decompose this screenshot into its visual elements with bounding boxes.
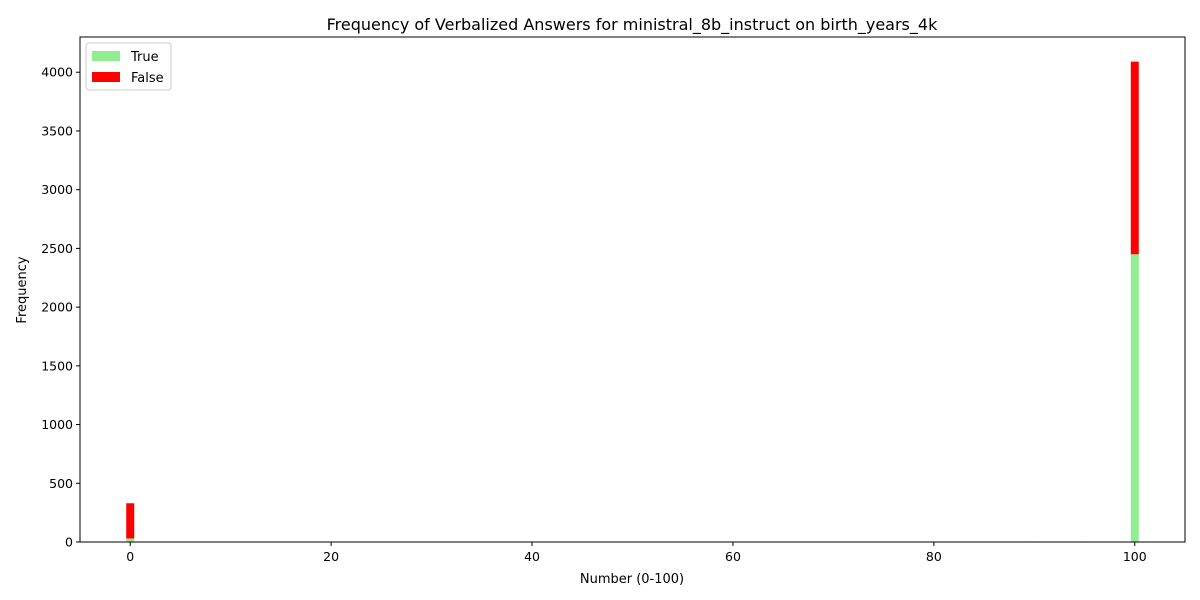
x-tick-label: 0 [126, 549, 134, 564]
legend-swatch-false [92, 72, 120, 82]
y-tick-label: 4000 [41, 65, 73, 80]
legend-label-false: False [131, 71, 164, 86]
y-tick-label: 0 [65, 535, 73, 550]
legend: True False [85, 42, 172, 91]
y-axis: 0 500 1000 1500 2000 2500 3000 3500 4000 [41, 65, 80, 550]
bar-true-100 [1130, 254, 1139, 542]
x-tick-label: 60 [725, 549, 741, 564]
y-tick-label: 2500 [41, 241, 73, 256]
chart-title: Frequency of Verbalized Answers for mini… [327, 15, 938, 35]
y-tick-label: 1000 [41, 417, 73, 432]
x-tick-label: 80 [926, 549, 942, 564]
y-axis-label: Frequency [15, 256, 30, 323]
y-tick-label: 3500 [41, 123, 73, 138]
y-tick-label: 1500 [41, 358, 73, 373]
x-tick-label: 40 [524, 549, 540, 564]
y-tick-label: 3000 [41, 182, 73, 197]
y-tick-label: 2000 [41, 300, 73, 315]
bar-false-100 [1130, 61, 1139, 255]
x-tick-label: 100 [1123, 549, 1147, 564]
legend-label-true: True [130, 50, 159, 65]
x-tick-label: 20 [323, 549, 339, 564]
bars-group [126, 61, 1139, 542]
bar-false-0 [126, 503, 135, 539]
plot-frame [79, 36, 1186, 543]
legend-swatch-true [92, 51, 120, 61]
x-axis-label: Number (0-100) [580, 572, 684, 587]
bar-true-0 [126, 538, 135, 542]
x-axis: 0 20 40 60 80 100 [126, 542, 1147, 564]
y-tick-label: 500 [49, 476, 73, 491]
